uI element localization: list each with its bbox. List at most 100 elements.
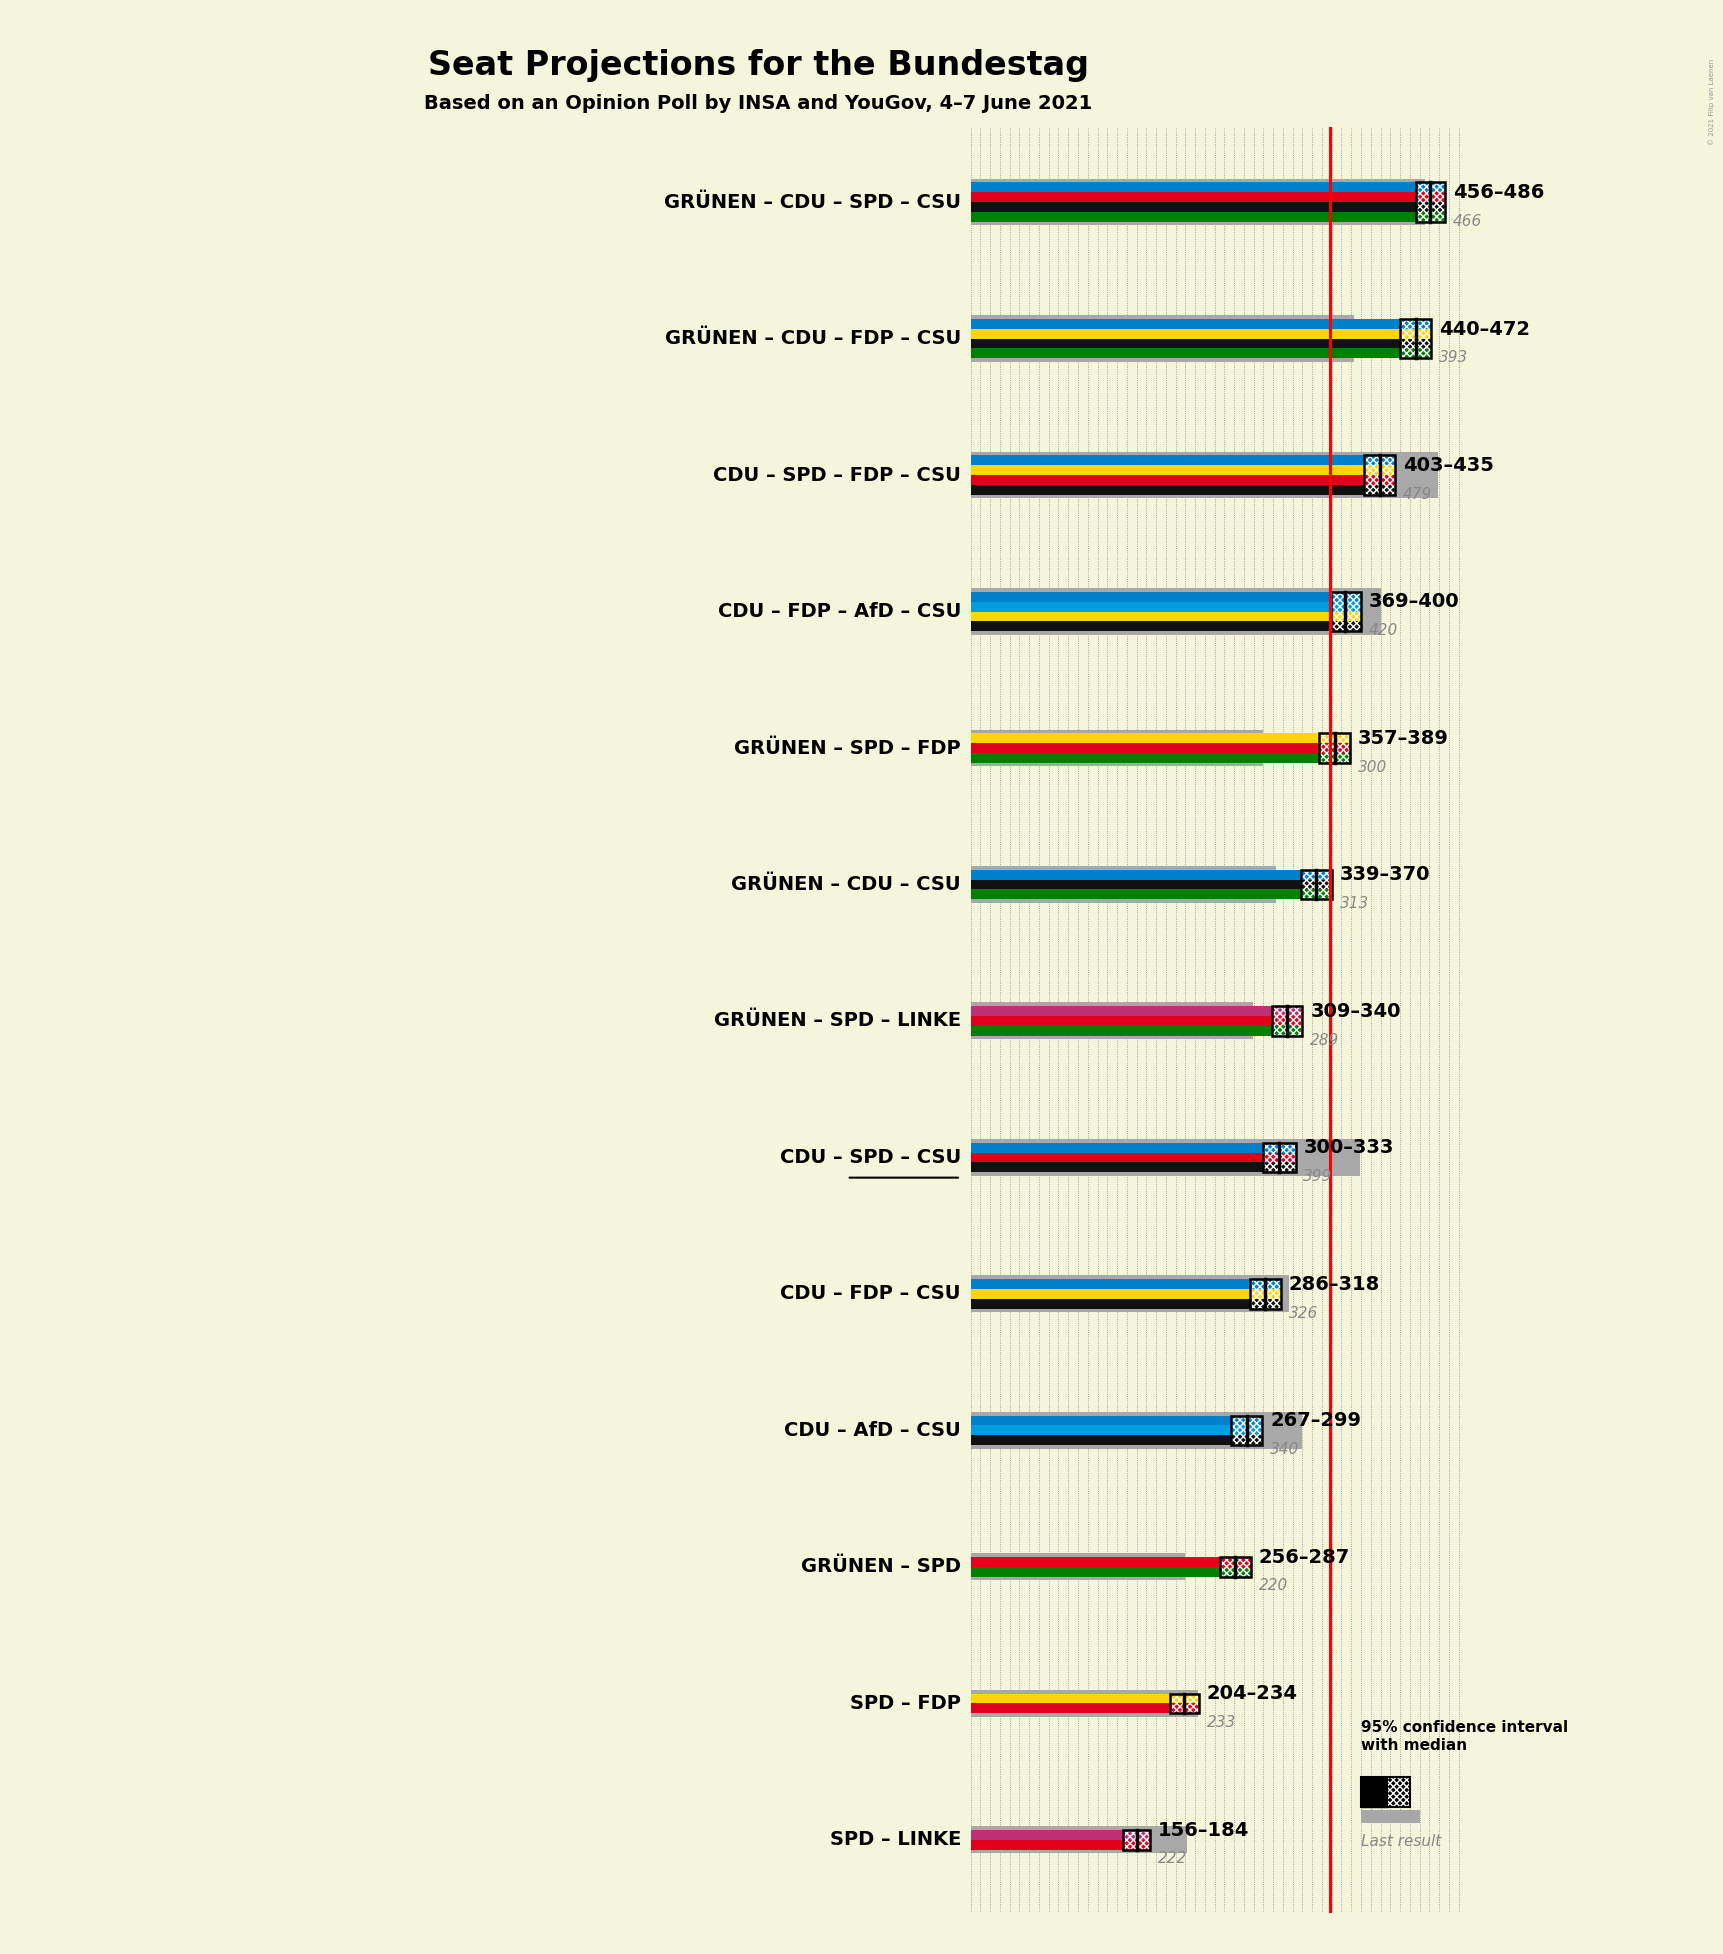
Bar	[1399, 348, 1430, 358]
Bar	[1122, 1831, 1149, 1841]
Bar	[1263, 1163, 1296, 1172]
Bar	[1249, 1299, 1280, 1309]
Text: CDU – SPD – FDP – CSU: CDU – SPD – FDP – CSU	[713, 465, 960, 485]
Text: 204–234: 204–234	[1206, 1684, 1297, 1704]
Bar	[970, 319, 1399, 328]
Bar	[1301, 870, 1330, 879]
Bar	[1330, 612, 1359, 621]
Bar	[970, 1690, 1197, 1718]
Bar	[1272, 1026, 1301, 1036]
Bar	[970, 1557, 1220, 1567]
Text: 326: 326	[1289, 1305, 1318, 1321]
Bar	[970, 182, 1415, 191]
Bar	[970, 1704, 1168, 1714]
Bar	[1122, 1841, 1149, 1850]
Bar	[970, 201, 1415, 211]
Bar	[970, 1567, 1220, 1577]
Bar	[1220, 1567, 1249, 1577]
Text: 95% confidence interval
with median: 95% confidence interval with median	[1359, 1720, 1568, 1753]
Text: GRÜNEN – CDU – CSU: GRÜNEN – CDU – CSU	[731, 875, 960, 895]
Bar	[1363, 455, 1394, 465]
Bar	[1318, 733, 1349, 762]
Bar	[1363, 475, 1394, 485]
Bar	[970, 455, 1363, 465]
Text: CDU – AfD – CSU: CDU – AfD – CSU	[784, 1421, 960, 1440]
Bar	[1399, 348, 1430, 358]
Bar	[1230, 1415, 1261, 1426]
Bar	[970, 1290, 1249, 1299]
Text: GRÜNEN – CDU – SPD – CSU: GRÜNEN – CDU – SPD – CSU	[663, 193, 960, 211]
Bar	[1301, 870, 1330, 879]
Text: 313: 313	[1339, 897, 1368, 911]
Bar	[1318, 752, 1349, 762]
Bar	[1122, 1831, 1149, 1841]
Bar	[970, 1831, 1122, 1841]
Bar	[970, 1006, 1272, 1016]
Bar	[970, 315, 1353, 361]
Bar	[1263, 1143, 1296, 1153]
Bar	[1318, 752, 1349, 762]
Text: Seat Projections for the Bundestag: Seat Projections for the Bundestag	[427, 49, 1089, 82]
Bar	[970, 870, 1301, 879]
Bar	[1330, 592, 1359, 602]
Bar	[1318, 733, 1349, 743]
Bar	[970, 1139, 1359, 1176]
Text: 357–389: 357–389	[1358, 729, 1447, 748]
Text: 340: 340	[1270, 1442, 1299, 1458]
Bar	[1363, 465, 1394, 475]
Bar	[1249, 1280, 1280, 1290]
Bar	[1318, 743, 1349, 752]
Bar	[1263, 1153, 1296, 1163]
Text: 300: 300	[1358, 760, 1387, 774]
Bar	[1399, 319, 1430, 358]
Text: 220: 220	[1258, 1579, 1287, 1594]
Bar	[1399, 319, 1430, 328]
Text: Based on an Opinion Poll by INSA and YouGov, 4–7 June 2021: Based on an Opinion Poll by INSA and You…	[424, 94, 1092, 113]
Bar	[1272, 1006, 1301, 1016]
Bar	[970, 211, 1415, 221]
Bar	[970, 592, 1330, 602]
Bar	[1363, 465, 1394, 475]
Bar	[1168, 1694, 1197, 1714]
Bar	[970, 1016, 1272, 1026]
Text: 222: 222	[1158, 1852, 1187, 1866]
Bar	[1330, 612, 1359, 621]
Bar	[1249, 1290, 1280, 1299]
Bar	[1318, 733, 1349, 743]
Bar	[970, 1827, 1187, 1854]
Text: 440–472: 440–472	[1439, 320, 1530, 338]
Bar	[1249, 1280, 1280, 1309]
Text: 420: 420	[1368, 623, 1397, 639]
Text: © 2021 Filip van Laenen: © 2021 Filip van Laenen	[1707, 59, 1714, 145]
Bar	[1272, 1016, 1301, 1026]
Bar	[1330, 602, 1359, 612]
Bar	[1301, 889, 1330, 899]
Bar	[1249, 1299, 1280, 1309]
Bar	[970, 1163, 1263, 1172]
Text: 339–370: 339–370	[1339, 866, 1428, 885]
Bar	[1301, 879, 1330, 889]
Text: 233: 233	[1206, 1716, 1235, 1729]
Text: GRÜNEN – SPD – FDP: GRÜNEN – SPD – FDP	[734, 739, 960, 758]
Bar	[970, 465, 1363, 475]
Bar	[970, 621, 1330, 631]
Text: 267–299: 267–299	[1270, 1411, 1361, 1430]
Bar	[1415, 201, 1444, 211]
Bar	[970, 1694, 1168, 1704]
Bar	[1220, 1557, 1249, 1567]
Bar	[1168, 1694, 1197, 1704]
Bar	[1263, 1163, 1296, 1172]
Bar	[970, 588, 1380, 635]
Bar	[970, 338, 1399, 348]
Bar	[1318, 743, 1349, 752]
Bar	[1363, 455, 1394, 465]
Bar	[1230, 1436, 1261, 1446]
Bar	[1415, 191, 1444, 201]
Bar	[1249, 1280, 1280, 1290]
Bar	[970, 191, 1415, 201]
Text: GRÜNEN – CDU – FDP – CSU: GRÜNEN – CDU – FDP – CSU	[665, 328, 960, 348]
Bar	[1399, 338, 1430, 348]
Bar	[970, 485, 1363, 494]
Bar	[1168, 1694, 1197, 1704]
Bar	[1301, 870, 1330, 899]
